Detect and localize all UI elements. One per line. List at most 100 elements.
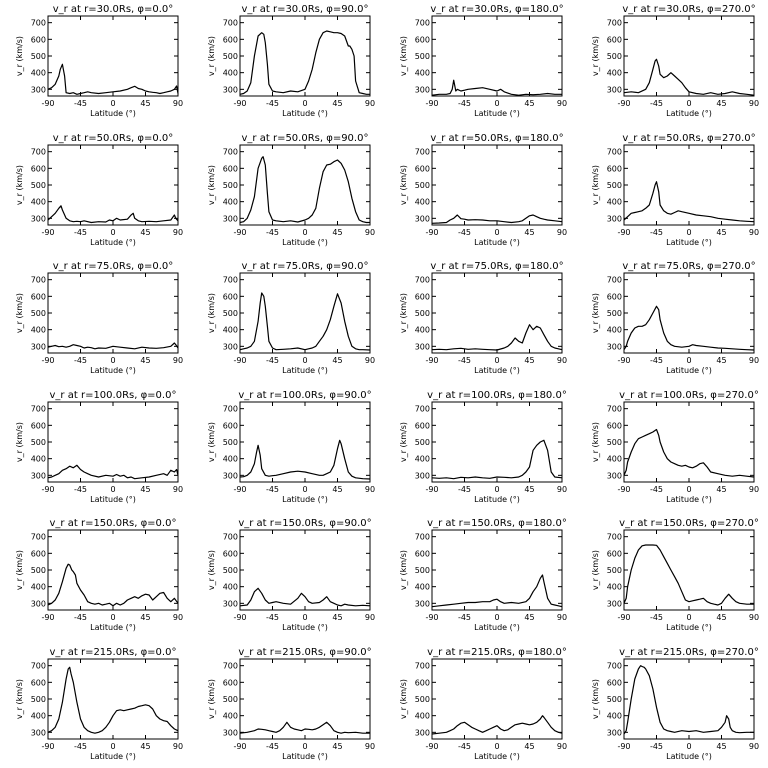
plot-frame [239,15,371,97]
y-tick-label: 400 [223,583,238,592]
y-tick-label: 500 [223,52,238,61]
y-tick-label: 600 [607,35,622,44]
x-tick-label: -90 [617,485,630,494]
chart-title: v_r at r=215.0Rs, φ=270.0° [619,647,759,658]
y-axis-label: v_r (km/s) [15,293,24,333]
x-tick-label: 45 [140,228,150,237]
plot-frame [47,401,179,483]
x-tick-label: -90 [41,613,54,622]
x-tick-label: 90 [365,485,375,494]
chart-panel: v_r at r=50.0Rs, φ=90.0° -90 -45 0 45 90 300 40… [207,133,375,247]
x-tick-label: -90 [617,228,630,237]
x-tick-label: -90 [41,99,54,108]
y-tick-label: 600 [607,164,622,173]
y-tick-label: 600 [415,35,430,44]
y-tick-label: 300 [31,342,46,351]
y-axis-label: v_r (km/s) [591,550,600,590]
y-tick-label: 500 [223,695,238,704]
chart-panel: v_r at r=75.0Rs, φ=270.0° -90 -45 0 45 90 300 4… [591,261,759,375]
y-tick-label: 500 [223,181,238,190]
y-tick-label: 300 [415,214,430,223]
y-tick-label: 600 [223,292,238,301]
y-tick-label: 600 [31,678,46,687]
y-tick-label: 300 [223,85,238,94]
x-tick-label: 0 [302,99,307,108]
x-tick-label: -45 [458,613,471,622]
y-tick-label: 600 [223,549,238,558]
x-tick-label: 90 [557,99,567,108]
x-tick-label: -90 [425,613,438,622]
chart-panel: v_r at r=50.0Rs, φ=180.0° -90 -45 0 45 90 300 4… [399,133,567,247]
y-tick-label: 700 [415,276,430,285]
x-tick-label: -90 [41,485,54,494]
y-axis-label: v_r (km/s) [15,165,24,205]
x-tick-label: -45 [650,356,663,365]
y-tick-label: 500 [31,309,46,318]
y-tick-label: 700 [31,19,46,28]
x-tick-label: 90 [749,99,759,108]
x-tick-label: 90 [365,356,375,365]
chart-panel: v_r at r=215.0Rs, φ=90.0° -90 -45 0 45 90 300 4… [207,647,375,761]
y-tick-label: 600 [223,678,238,687]
y-tick-label: 400 [31,712,46,721]
chart-title: v_r at r=50.0Rs, φ=0.0° [53,133,174,144]
chart-panel: v_r at r=150.0Rs, φ=270.0° -90 -45 0 45 90 300… [591,518,759,632]
y-tick-label: 300 [415,599,430,608]
plot-frame [623,529,755,611]
y-tick-label: 400 [415,198,430,207]
x-tick-label: 0 [686,99,691,108]
chart-title: v_r at r=75.0Rs, φ=90.0° [242,261,369,272]
x-tick-label: 45 [524,99,534,108]
y-tick-label: 500 [223,438,238,447]
series-line [623,58,755,96]
y-tick-label: 300 [31,728,46,737]
chart-title: v_r at r=150.0Rs, φ=270.0° [619,518,759,529]
x-tick-label: 90 [365,99,375,108]
x-tick-label: -45 [458,742,471,751]
y-tick-label: 700 [31,662,46,671]
chart-title: v_r at r=30.0Rs, φ=270.0° [622,4,755,15]
x-tick-label: 45 [716,485,726,494]
y-tick-label: 600 [31,164,46,173]
y-tick-label: 600 [607,549,622,558]
y-tick-label: 400 [415,326,430,335]
y-tick-label: 400 [415,583,430,592]
plot-frame [623,658,755,740]
y-tick-label: 400 [223,455,238,464]
x-axis-label: Latitude (°) [474,752,520,761]
chart-panel: v_r at r=75.0Rs, φ=180.0° -90 -45 0 45 90 300 4… [399,261,567,375]
y-axis-label: v_r (km/s) [207,679,216,719]
x-tick-label: -45 [74,99,87,108]
series-line [47,205,179,224]
x-tick-label: 45 [332,613,342,622]
x-tick-label: 90 [173,485,183,494]
chart-title: v_r at r=215.0Rs, φ=0.0° [50,647,177,658]
series-line [431,715,563,735]
y-tick-label: 600 [223,35,238,44]
series-line [623,428,755,478]
x-tick-label: -90 [41,356,54,365]
x-axis-label: Latitude (°) [666,366,712,375]
chart-title: v_r at r=50.0Rs, φ=90.0° [242,133,369,144]
y-tick-label: 700 [607,19,622,28]
y-tick-label: 600 [415,421,430,430]
x-tick-label: 45 [524,742,534,751]
y-tick-label: 500 [31,181,46,190]
y-tick-label: 600 [31,421,46,430]
y-tick-label: 700 [415,19,430,28]
y-tick-label: 500 [607,52,622,61]
chart-title: v_r at r=50.0Rs, φ=270.0° [622,133,755,144]
y-tick-label: 500 [607,309,622,318]
plot-frame [623,15,755,97]
x-tick-label: -45 [650,228,663,237]
x-tick-label: 0 [110,228,115,237]
y-tick-label: 500 [607,181,622,190]
y-tick-label: 700 [607,662,622,671]
plot-frame [431,272,563,354]
x-axis-label: Latitude (°) [282,623,328,632]
series-line [239,292,371,351]
y-tick-label: 500 [607,438,622,447]
x-tick-label: 0 [302,356,307,365]
chart-panel: v_r at r=30.0Rs, φ=90.0° -90 -45 0 45 90 300 40… [207,4,375,118]
x-tick-label: 45 [332,742,342,751]
